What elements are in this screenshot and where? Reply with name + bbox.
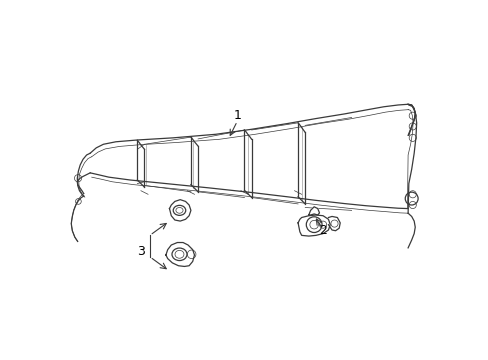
Text: 2: 2 (319, 224, 326, 237)
Polygon shape (165, 243, 194, 266)
Polygon shape (328, 216, 340, 231)
Text: 3: 3 (137, 245, 144, 258)
Polygon shape (308, 207, 319, 215)
Text: 1: 1 (233, 109, 241, 122)
Polygon shape (298, 215, 329, 236)
Polygon shape (169, 200, 190, 221)
